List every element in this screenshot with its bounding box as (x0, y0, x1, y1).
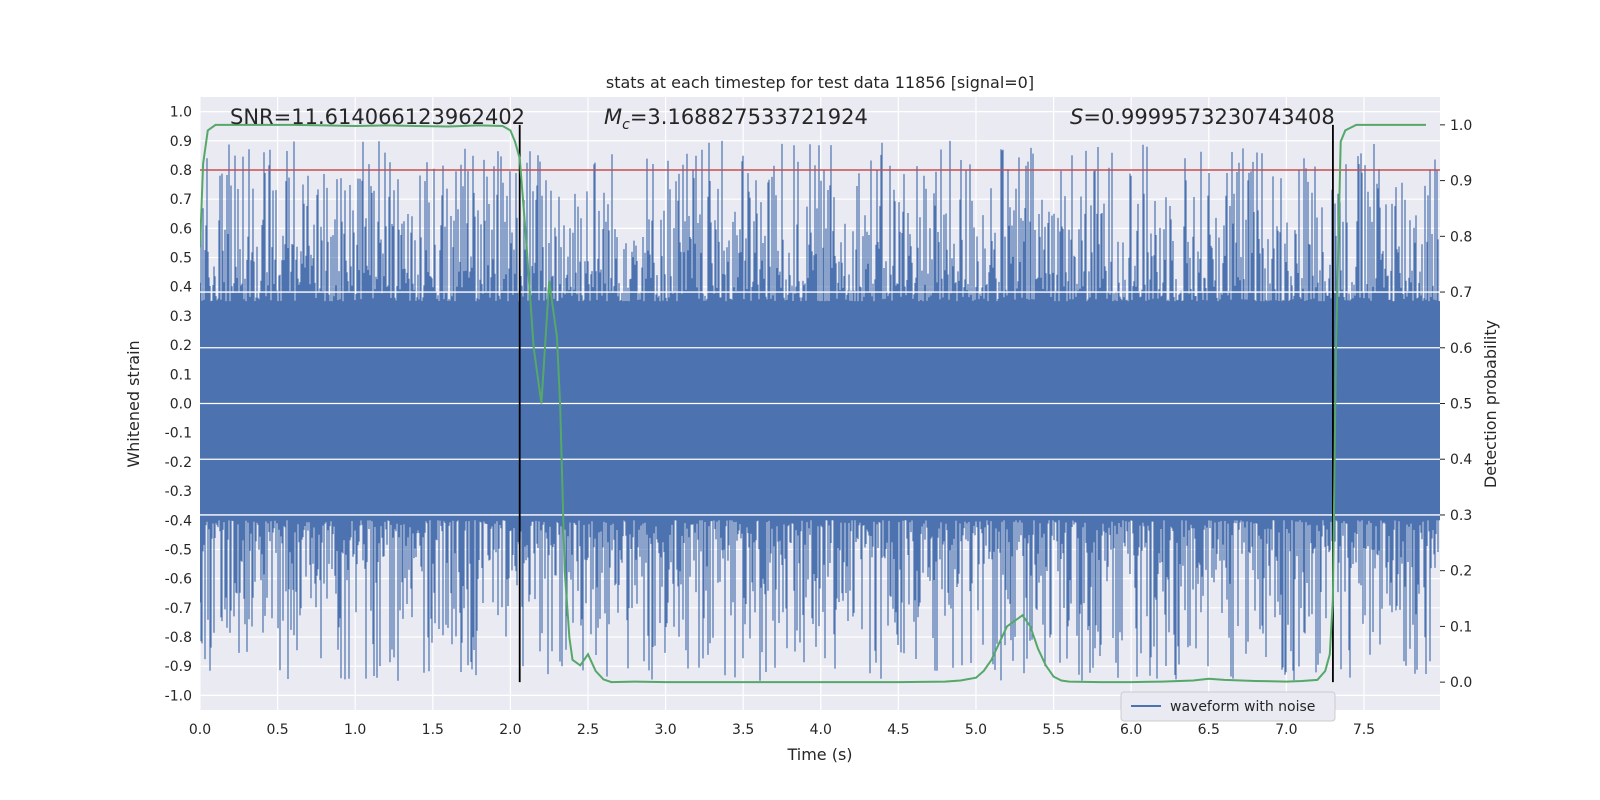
x-tick-label: 7.5 (1353, 722, 1375, 738)
y-left-tick-label: -0.3 (165, 484, 192, 500)
s-symbol: S (1070, 105, 1083, 129)
y-right-tick-label: 0.5 (1450, 397, 1472, 413)
x-tick-label: 1.0 (344, 722, 366, 738)
legend-label: waveform with noise (1170, 699, 1315, 715)
mc-symbol: M (604, 105, 622, 129)
y-left-tick-label: 0.8 (170, 163, 192, 179)
x-tick-label: 0.5 (266, 722, 288, 738)
y-left-tick-label: 0.9 (170, 134, 192, 150)
y-axis-label-left: Whitened strain (124, 340, 143, 467)
legend-box (1120, 691, 1336, 722)
x-axis-label: Time (s) (786, 745, 852, 764)
x-tick-label: 3.5 (732, 722, 754, 738)
mc-subscript: c (622, 117, 630, 133)
y-left-tick-label: -0.4 (165, 513, 192, 529)
x-tick-label: 7.0 (1275, 722, 1297, 738)
detection-probability-line (200, 123, 1426, 684)
x-tick-label: 5.0 (965, 722, 987, 738)
y-left-tick-label: -0.2 (165, 455, 192, 471)
y-left-tick-label: -0.6 (165, 572, 192, 588)
y-left-tick-label: -0.9 (165, 659, 192, 675)
y-right-tick-label: 0.3 (1450, 508, 1472, 524)
y-left-tick-label: -0.1 (165, 426, 192, 442)
waveform-with-noise-line (200, 140, 1440, 681)
y-left-tick-label: -0.5 (165, 542, 192, 558)
mc-annotation: Mc=3.168827533721924 (604, 105, 868, 133)
y-right-tick-label: 0.6 (1450, 341, 1472, 357)
y-right-tick-label: 0.1 (1450, 619, 1472, 635)
y-right-tick-label: 1.0 (1450, 118, 1472, 134)
y-right-tick-label: 0.4 (1450, 452, 1472, 468)
y-left-tick-label: 1.0 (170, 105, 192, 121)
x-tick-label: 1.5 (422, 722, 444, 738)
snr-annotation: SNR=11.614066123962402 (230, 105, 525, 129)
y-left-tick-label: 0.0 (170, 397, 192, 413)
y-left-tick-label: 0.6 (170, 221, 192, 237)
x-tick-label: 2.0 (499, 722, 521, 738)
y-left-tick-label: -1.0 (165, 688, 192, 704)
mc-value: =3.168827533721924 (630, 105, 868, 129)
y-left-tick-label: 0.4 (170, 280, 192, 296)
x-tick-label: 2.5 (577, 722, 599, 738)
s-annotation: S=0.9999573230743408 (1070, 105, 1335, 129)
x-tick-label: 0.0 (189, 722, 211, 738)
x-tick-label: 6.5 (1198, 722, 1220, 738)
x-tick-label: 3.0 (654, 722, 676, 738)
y-right-tick-label: 0.2 (1450, 564, 1472, 580)
x-tick-label: 6.0 (1120, 722, 1142, 738)
y-right-tick-label: 0.9 (1450, 174, 1472, 190)
y-left-tick-label: 0.1 (170, 367, 192, 383)
y-left-tick-label: -0.7 (165, 601, 192, 617)
y-left-tick-label: 0.7 (170, 192, 192, 208)
y-axis-label-right: Detection probability (1481, 320, 1500, 488)
y-left-tick-label: 0.3 (170, 309, 192, 325)
x-tick-label: 4.0 (810, 722, 832, 738)
y-right-tick-label: 0.8 (1450, 229, 1472, 245)
x-tick-label: 5.5 (1042, 722, 1064, 738)
y-right-tick-label: 0.0 (1450, 675, 1472, 691)
y-left-tick-label: -0.8 (165, 630, 192, 646)
x-tick-label: 4.5 (887, 722, 909, 738)
chart-title: stats at each timestep for test data 118… (606, 73, 1034, 92)
y-right-tick-label: 0.7 (1450, 285, 1472, 301)
legend: waveform with noise (1120, 691, 1336, 722)
y-left-tick-label: 0.2 (170, 338, 192, 354)
y-left-tick-label: 0.5 (170, 251, 192, 267)
s-value: =0.9999573230743408 (1083, 105, 1334, 129)
